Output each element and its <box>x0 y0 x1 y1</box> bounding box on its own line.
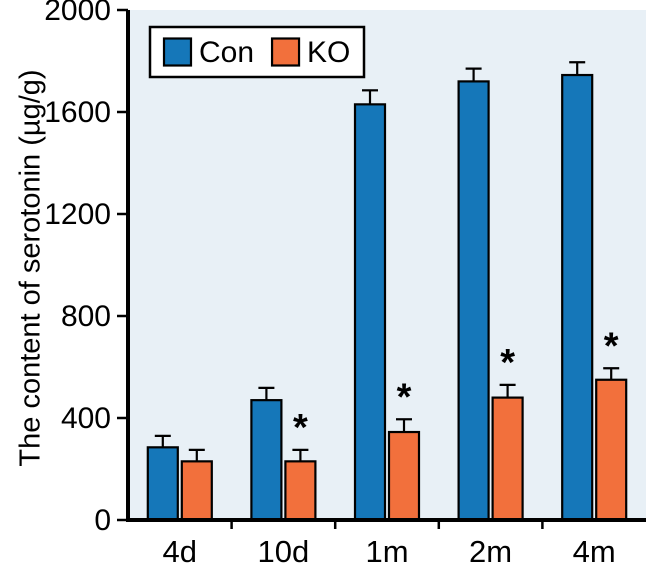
x-category-label-2m: 2m <box>469 534 512 569</box>
bar-con-4d <box>146 446 179 522</box>
bar-ko-4d <box>180 460 213 522</box>
plot-area <box>128 10 646 520</box>
y-tick-label-1600: 1600 <box>44 96 111 129</box>
significance-marker-ko-4m: * <box>604 325 619 367</box>
bar-ko-4m <box>595 378 628 522</box>
x-category-label-10d: 10d <box>258 534 310 569</box>
legend-swatch-ko <box>270 37 301 67</box>
bar-ko-2m <box>491 396 524 522</box>
bar-con-2m <box>457 80 490 522</box>
y-tick-label-2000: 2000 <box>44 0 111 27</box>
bar-con-1m <box>353 103 387 522</box>
x-category-label-4d: 4d <box>163 534 197 569</box>
x-category-label-1m: 1m <box>365 534 408 569</box>
bar-ko-10d <box>284 460 317 522</box>
significance-marker-ko-10d: * <box>293 407 308 449</box>
x-category-label-4m: 4m <box>573 534 616 569</box>
y-tick-label-800: 800 <box>61 300 111 333</box>
y-tick-label-0: 0 <box>94 504 111 537</box>
significance-marker-ko-2m: * <box>500 342 515 384</box>
legend-swatch-con <box>162 37 193 67</box>
bar-con-10d <box>250 399 283 522</box>
bar-con-4m <box>561 73 594 522</box>
legend-label-ko: KO <box>307 36 350 69</box>
y-tick-label-400: 400 <box>61 402 111 435</box>
y-tick-label-1200: 1200 <box>44 198 111 231</box>
significance-marker-ko-1m: * <box>397 376 412 418</box>
legend-label-con: Con <box>199 36 254 69</box>
bar-ko-1m <box>387 430 421 522</box>
